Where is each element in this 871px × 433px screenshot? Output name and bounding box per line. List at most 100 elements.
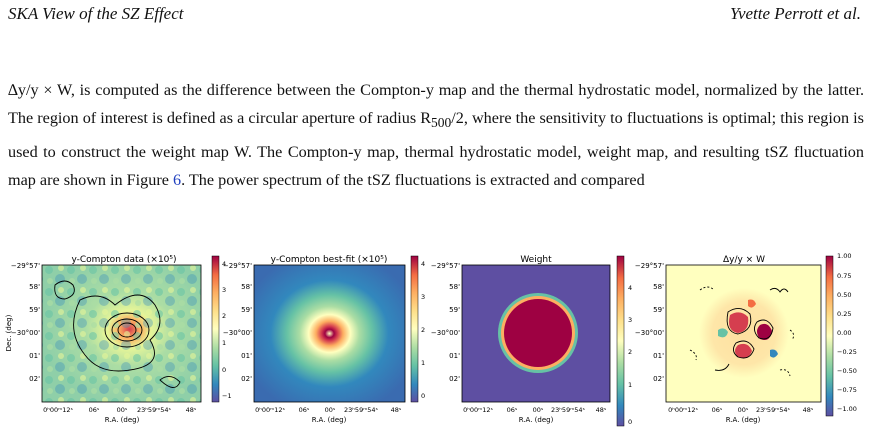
panel-2-ytick: 58': [241, 283, 252, 291]
panel-2-yticks: −29°57' 58' 59' −30°00' 01' 02': [223, 262, 252, 383]
panel-4-cbar-tick: 0.00: [837, 329, 851, 337]
panel-3-cbar-tick: 4: [628, 284, 632, 292]
panel-4-xtick: 48ˢ: [803, 406, 814, 414]
panel-3-xlabel: R.A. (deg): [519, 416, 554, 424]
panel-2-cbar-tick: 4: [421, 260, 425, 268]
panel-2-cbar-ticks: 4 3 2 1 0: [421, 260, 425, 400]
body-paragraph: ∆y/y × W, is computed as the difference …: [8, 76, 864, 195]
panel-4-blobs: [718, 299, 778, 359]
panel-1-xlabel: R.A. (deg): [105, 416, 140, 424]
panel-3-cbar-tick: 1: [628, 381, 632, 389]
paragraph-text-mid: /2, where the sensitivity to fluctuation…: [8, 109, 864, 190]
panel-3-xticks: 0ʰ00ᵐ12ˢ 06ˢ 00ˢ 23ʰ59ᵐ54ˢ 48ˢ: [463, 406, 607, 414]
panel-3-xtick: 23ʰ59ᵐ54ˢ: [551, 406, 585, 414]
panel-1-ytick: 01': [29, 352, 40, 360]
panel-1-colorbar: [211, 255, 220, 403]
panel-2-xtick: 00ˢ: [325, 406, 336, 414]
panel-3-cbar-ticks: 4 3 2 1 0: [628, 284, 632, 426]
panel-2-map: [254, 265, 405, 402]
panel-3-ytick: 02': [449, 375, 460, 383]
panel-1-cbar-tick: 3: [222, 286, 226, 294]
paragraph-text-end: . The power spectrum of the tSZ fluctuat…: [181, 171, 645, 190]
panel-4-cbar-tick: −0.75: [837, 386, 857, 394]
panel-2-title: y-Compton best-fit (×10⁵): [271, 255, 388, 265]
panel-4-xtick: 06ˢ: [712, 406, 723, 414]
panel-4-xtick: 0ʰ00ᵐ12ˢ: [668, 406, 698, 414]
panel-2-ytick: 59': [241, 306, 252, 314]
panel-4-cbar-tick: 1.00: [837, 252, 851, 260]
panel-2-ytick: −30°00': [223, 329, 252, 337]
panel-2-xticks: 0ʰ00ᵐ12ˢ 06ˢ 00ˢ 23ʰ59ᵐ54ˢ 48ˢ: [255, 406, 402, 414]
panel-1-xtick: 00ˢ: [117, 406, 128, 414]
panel-1: y-Compton data (×10⁵) Dec. (deg) −29°57'…: [5, 255, 232, 424]
panel-4-title: Δy/y × W: [723, 255, 765, 265]
panel-2: y-Compton best-fit (×10⁵) −29°57' 58' 59…: [223, 255, 425, 424]
panel-1-cbar-tick: 2: [222, 312, 226, 320]
panel-1-yticks: −29°57' 58' 59' −30°00' 01' 02': [11, 262, 40, 383]
panel-4-xlabel: R.A. (deg): [726, 416, 761, 424]
panel-2-ytick: −29°57': [223, 262, 252, 270]
panel-1-ytick: −30°00': [11, 329, 40, 337]
panel-3-ytick: 58': [449, 283, 460, 291]
panel-3-ytick: −29°57': [431, 262, 460, 270]
paragraph-text-start: ∆y/y × W, is computed as the difference …: [8, 81, 864, 128]
panel-3-aperture: [504, 299, 572, 367]
panel-4-ytick: 02': [653, 375, 664, 383]
panel-1-contours: [54, 280, 181, 388]
panel-2-xlabel: R.A. (deg): [312, 416, 347, 424]
paragraph-subscript: 500: [431, 115, 452, 131]
panel-4-ytick: 58': [653, 283, 664, 291]
panel-4-cbar-tick: −0.25: [837, 348, 857, 356]
panel-3: Weight −29°57' 58' 59' −30°00' 01' 02' 0…: [431, 255, 632, 427]
panel-4-colorbar: [825, 255, 834, 417]
panel-1-cbar-ticks: 4 3 2 1 0 −1: [222, 260, 232, 400]
panel-4-cbar-tick: 0.75: [837, 272, 851, 280]
panel-4-cbar-tick: −1.00: [837, 405, 857, 413]
panel-4-cbar-ticks: 1.00 0.75 0.50 0.25 0.00 −0.25 −0.50 −0.…: [837, 252, 857, 413]
panel-2-xtick: 0ʰ00ᵐ12ˢ: [255, 406, 285, 414]
panel-1-cbar-tick: −1: [222, 392, 232, 400]
figure-reference-link[interactable]: 6: [173, 171, 182, 190]
panel-4-xtick: 00ˢ: [738, 406, 749, 414]
panel-1-ytick: 59': [29, 306, 40, 314]
panel-1-cbar-tick: 0: [222, 366, 226, 374]
panel-1-cbar-tick: 1: [222, 339, 226, 347]
panel-1-cbar-tick: 4: [222, 260, 226, 268]
panel-3-xtick: 00ˢ: [533, 406, 544, 414]
panel-3-ytick: 59': [449, 306, 460, 314]
panel-3-xtick: 0ʰ00ᵐ12ˢ: [463, 406, 493, 414]
panel-2-xtick: 06ˢ: [299, 406, 310, 414]
panel-3-cbar-tick: 0: [628, 418, 632, 426]
panel-3-colorbar: [616, 255, 625, 427]
panel-3-ytick: 01': [449, 352, 460, 360]
panel-1-xtick: 23ʰ59ᵐ54ˢ: [137, 406, 171, 414]
panel-1-ytick: −29°57': [11, 262, 40, 270]
panel-4-xtick: 23ʰ59ᵐ54ˢ: [756, 406, 790, 414]
panel-2-xtick: 48ˢ: [391, 406, 402, 414]
panel-3-xtick: 06ˢ: [507, 406, 518, 414]
panel-3-cbar-tick: 3: [628, 316, 632, 324]
panel-2-cbar-tick: 3: [421, 293, 425, 301]
running-header-authors: Yvette Perrott et al.: [730, 4, 861, 23]
panel-1-xticks: 0ʰ00ᵐ12ˢ 06ˢ 00ˢ 23ʰ59ᵐ54ˢ 48ˢ: [43, 406, 197, 414]
panel-3-title: Weight: [520, 255, 552, 265]
panel-1-title: y-Compton data (×10⁵): [71, 255, 176, 265]
panel-3-cbar-tick: 2: [628, 348, 632, 356]
panel-2-cbar-tick: 2: [421, 326, 425, 334]
panel-4-cbar-tick: −0.50: [837, 367, 857, 375]
panel-2-xtick: 23ʰ59ᵐ54ˢ: [344, 406, 378, 414]
panel-4-contours: [689, 286, 795, 377]
panel-4-ytick: −30°00': [635, 329, 664, 337]
panel-1-noise: [42, 265, 201, 402]
panel-4: Δy/y × W −29°57' 58' 59' −30°00: [635, 252, 857, 424]
panel-4-xticks: 0ʰ00ᵐ12ˢ 06ˢ 00ˢ 23ʰ59ᵐ54ˢ 48ˢ: [668, 406, 814, 414]
panel-4-ytick: −29°57': [635, 262, 664, 270]
panel-4-ytick: 59': [653, 306, 664, 314]
panel-4-yticks: −29°57' 58' 59' −30°00' 01' 02': [635, 262, 664, 383]
panel-4-cbar-tick: 0.25: [837, 310, 851, 318]
panel-1-ytick: 02': [29, 375, 40, 383]
panel-1-ytick: 58': [29, 283, 40, 291]
panel-2-cbar-tick: 0: [421, 392, 425, 400]
panel-4-cbar-tick: 0.50: [837, 291, 851, 299]
